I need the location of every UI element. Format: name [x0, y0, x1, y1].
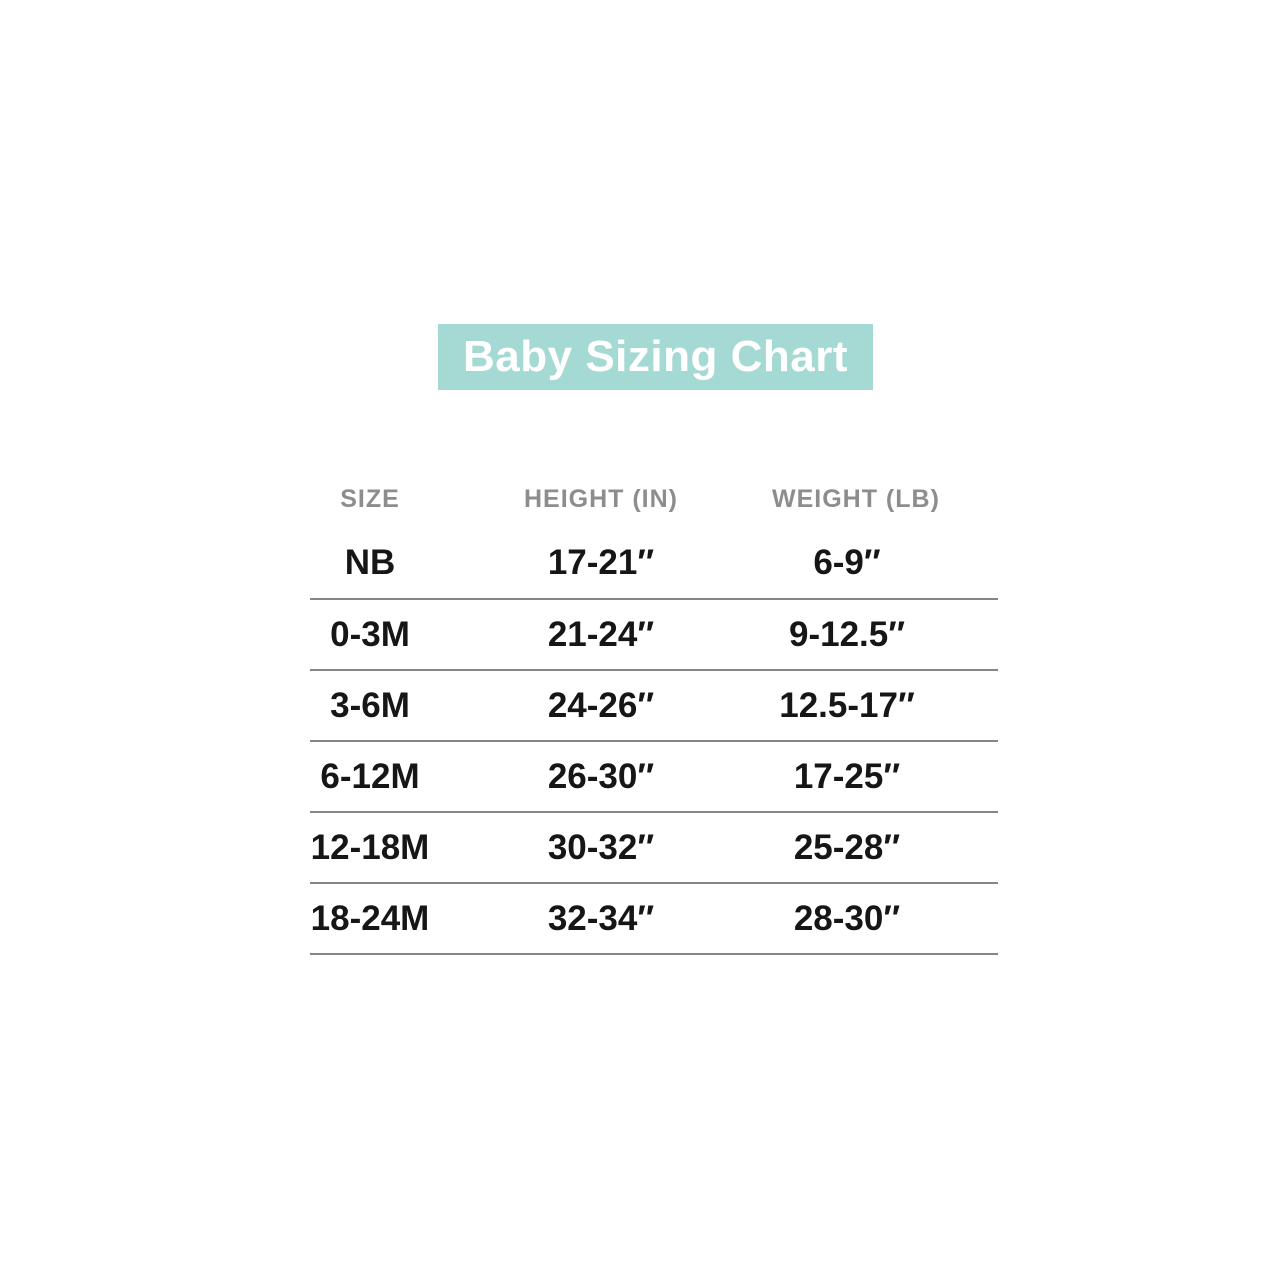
- table-row-3-6m: 3-6M 24-26″ 12.5-17″: [310, 670, 998, 741]
- table-body: NB 17-21″ 6-9″ 0-3M 21-24″ 9-12.5″ 3-6M …: [310, 528, 998, 954]
- column-header-weight: WEIGHT (LB): [772, 484, 940, 513]
- cell-weight: 9-12.5″: [788, 614, 905, 654]
- table-row-0-3m: 0-3M 21-24″ 9-12.5″: [310, 599, 998, 670]
- page-title: Baby Sizing Chart: [463, 332, 848, 381]
- header-row: SIZE HEIGHT (IN) WEIGHT (LB): [310, 470, 998, 528]
- cell-weight: 6-9″: [813, 543, 881, 582]
- table-row-18-24m: 18-24M 32-34″ 28-30″: [310, 883, 998, 954]
- cell-weight: 25-28″: [793, 827, 901, 867]
- cell-height: 17-21″: [547, 543, 655, 582]
- cell-height: 24-26″: [547, 685, 655, 725]
- table-row-6-12m: 6-12M 26-30″ 17-25″: [310, 741, 998, 812]
- cell-size: 12-18M: [310, 827, 430, 867]
- table-row-nb: NB 17-21″ 6-9″: [310, 528, 998, 599]
- cell-size: 3-6M: [330, 685, 410, 725]
- cell-size: 0-3M: [330, 614, 410, 654]
- table-header: SIZE HEIGHT (IN) WEIGHT (LB): [310, 470, 998, 528]
- cell-size: NB: [344, 543, 396, 582]
- cell-weight: 28-30″: [793, 898, 901, 938]
- cell-weight: 12.5-17″: [779, 685, 915, 725]
- cell-weight: 17-25″: [793, 756, 901, 796]
- title-banner: Baby Sizing Chart: [438, 324, 873, 390]
- cell-height: 30-32″: [547, 827, 655, 867]
- cell-size: 18-24M: [310, 898, 430, 938]
- sizing-table: SIZE HEIGHT (IN) WEIGHT (LB) NB 17-21″ 6…: [310, 470, 998, 955]
- column-header-size: SIZE: [340, 484, 400, 513]
- column-header-height: HEIGHT (IN): [523, 484, 679, 513]
- cell-height: 26-30″: [547, 756, 655, 796]
- cell-height: 21-24″: [547, 614, 655, 654]
- table-row-12-18m: 12-18M 30-32″ 25-28″: [310, 812, 998, 883]
- cell-size: 6-12M: [320, 756, 420, 796]
- cell-height: 32-34″: [547, 898, 655, 938]
